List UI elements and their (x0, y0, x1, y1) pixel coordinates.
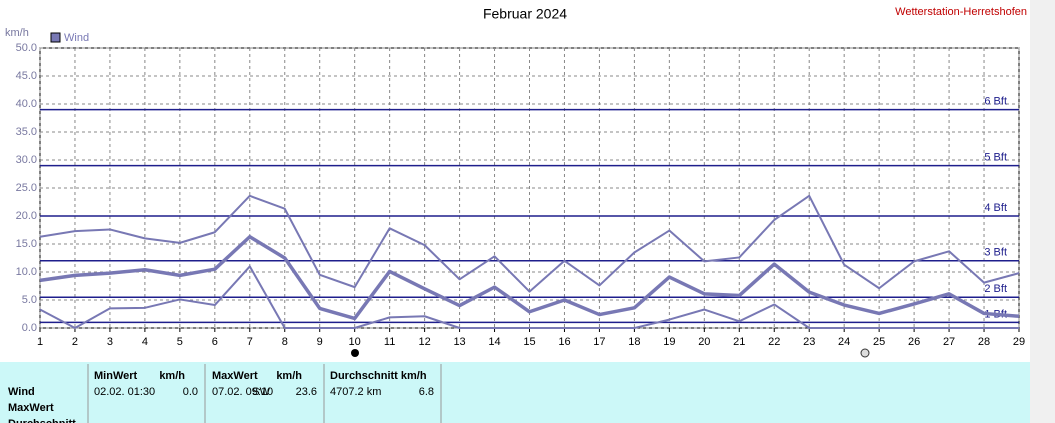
table-panel (0, 362, 1030, 423)
x-tick-label: 21 (733, 336, 745, 348)
beaufort-label: 5 Bft (984, 152, 1007, 164)
x-tick-label: 12 (418, 336, 430, 348)
x-tick-label: 6 (212, 336, 218, 348)
x-tick-label: 24 (838, 336, 850, 348)
station-name: Wetterstation-Herretshofen (895, 6, 1027, 18)
x-tick-label: 26 (908, 336, 920, 348)
x-tick-label: 4 (142, 336, 148, 348)
x-tick-label: 22 (768, 336, 780, 348)
x-tick-label: 13 (453, 336, 465, 348)
window-edge (1030, 0, 1055, 423)
y-tick-label: 40.0 (16, 98, 37, 110)
y-tick-label: 20.0 (16, 210, 37, 222)
y-tick-label: 50.0 (16, 42, 37, 54)
y-tick-label: 15.0 (16, 238, 37, 250)
x-tick-label: 1 (37, 336, 43, 348)
x-tick-label: 25 (873, 336, 885, 348)
beaufort-label: 2 Bft (984, 283, 1007, 295)
table-header: km/h (276, 370, 302, 382)
data-table: MinWert km/h MaxWert km/h Durchschnitt km/h W… (8, 364, 442, 423)
x-tick-label: 29 (1013, 336, 1025, 348)
y-tick-label: 30.0 (16, 154, 37, 166)
x-tick-label: 3 (107, 336, 113, 348)
full-moon-icon (860, 348, 870, 358)
table-cell: 0.0 (183, 386, 198, 398)
table-cell: 6.8 (419, 386, 434, 398)
row-label: MaxWert (8, 402, 54, 414)
y-tick-label: 10.0 (16, 266, 37, 278)
x-tick-label: 17 (593, 336, 605, 348)
table-header: Durchschnitt km/h (330, 370, 427, 382)
table-cell: 02.02. 01:30 (94, 386, 155, 398)
y-tick-label: 0.0 (22, 322, 37, 334)
x-tick-label: 23 (803, 336, 815, 348)
x-tick-label: 19 (663, 336, 675, 348)
y-tick-label: 5.0 (22, 294, 37, 306)
row-label: Wind (8, 386, 35, 398)
wind-line (39, 194, 1020, 293)
x-tick-label: 11 (384, 336, 395, 348)
table-cell: 4707.2 km (330, 386, 381, 398)
x-tick-label: 8 (282, 336, 288, 348)
table-cell: SW (252, 386, 270, 398)
y-tick-label: 45.0 (16, 70, 37, 82)
y-tick-label: 25.0 (16, 182, 37, 194)
x-tick-label: 9 (317, 336, 323, 348)
y-axis-label: km/h (5, 27, 29, 39)
x-tick-label: 14 (488, 336, 500, 348)
table-cell: 07.02. 09:10 (212, 386, 273, 398)
x-tick-label: 2 (72, 336, 78, 348)
x-tick-label: 27 (943, 336, 955, 348)
beaufort-label: 4 Bft (984, 202, 1007, 214)
wind-line (39, 265, 1019, 329)
x-tick-label: 20 (698, 336, 710, 348)
new-moon-icon (351, 349, 359, 357)
table-header: km/h (159, 370, 185, 382)
x-tick-label: 15 (523, 336, 535, 348)
chart-title: Februar 2024 (483, 6, 567, 22)
x-tick-label: 18 (628, 336, 640, 348)
beaufort-label: 3 Bft (984, 247, 1007, 259)
beaufort-label: 6 Bft (984, 96, 1007, 108)
x-tick-label: 16 (558, 336, 570, 348)
table-cell: 23.6 (296, 386, 317, 398)
table-header: MaxWert (212, 370, 258, 382)
x-tick-label: 28 (978, 336, 990, 348)
legend-label: Wind (64, 32, 89, 44)
row-label: Durchschnitt (8, 418, 76, 423)
x-tick-label: 7 (247, 336, 253, 348)
legend-swatch (50, 32, 61, 43)
y-tick-label: 35.0 (16, 126, 37, 138)
wind-line (39, 234, 1020, 321)
x-tick-label: 5 (177, 336, 183, 348)
table-header: MinWert (94, 370, 138, 382)
x-tick-label: 10 (349, 336, 361, 348)
